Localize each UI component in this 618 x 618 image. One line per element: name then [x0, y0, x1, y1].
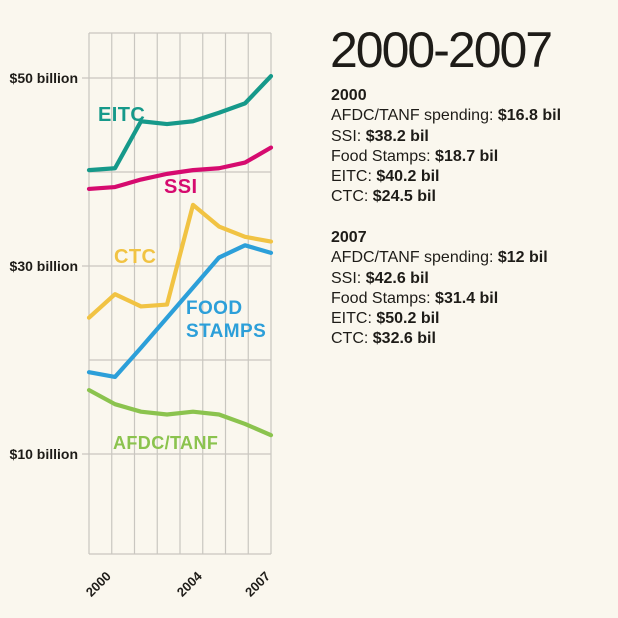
series-label-ctc: CTC — [114, 246, 156, 268]
series-label-food-stamps: STAMPS — [186, 321, 266, 342]
year-header: 2000 — [331, 87, 367, 104]
y-axis-label: $30 billion — [10, 258, 78, 274]
spending-label: CTC: — [331, 188, 373, 206]
spending-row: CTC: $24.5 bil — [331, 187, 616, 207]
spending-value: $16.8 bil — [497, 107, 562, 125]
y-axis-labels: $50 billion $30 billion $10 billion — [10, 70, 78, 462]
spending-row: Food Stamps: $18.7 bil — [331, 147, 616, 167]
series-label-eitc: EITC — [98, 104, 145, 126]
series-label-afdc-tanf: AFDC/TANF — [113, 433, 218, 453]
spending-value: $31.4 bil — [435, 289, 499, 307]
spending-value: $40.2 bil — [376, 168, 440, 186]
spending-row: EITC: $40.2 bil — [331, 167, 616, 187]
x-axis-labels: 2000 2004 2007 — [83, 568, 273, 600]
chart-series — [86, 74, 274, 438]
spending-label: CTC: — [331, 330, 373, 348]
spending-value: $12 bil — [497, 249, 548, 267]
series-line-food-stamps — [86, 243, 274, 380]
spending-value: $18.7 bil — [435, 147, 499, 165]
spending-row: AFDC/TANF spending: $16.8 bil — [331, 106, 616, 126]
year-header: 2007 — [331, 229, 367, 246]
spending-label: Food Stamps: — [331, 147, 436, 165]
spending-row: Food Stamps: $31.4 bil — [331, 289, 616, 309]
spending-label: EITC: — [331, 310, 377, 328]
y-axis-label: $50 billion — [10, 70, 78, 86]
spending-value: $32.6 bil — [372, 330, 436, 348]
spending-row: SSI: $38.2 bil — [331, 127, 616, 147]
spending-row: AFDC/TANF spending: $12 bil — [331, 248, 616, 268]
spending-label: AFDC/TANF spending: — [331, 107, 498, 125]
spending-label: EITC: — [331, 168, 377, 186]
x-axis-label: 2004 — [174, 568, 206, 600]
spending-label: SSI: — [331, 269, 366, 287]
spending-value: $42.6 bil — [365, 269, 429, 287]
spending-value: $38.2 bil — [365, 127, 429, 145]
series-label-food-stamps: FOOD — [186, 298, 243, 319]
series-line-afdc-tanf — [86, 387, 274, 438]
series-label-ssi: SSI — [164, 176, 197, 198]
spending-label: AFDC/TANF spending: — [331, 249, 498, 267]
spending-row: EITC: $50.2 bil — [331, 309, 616, 329]
spending-label: Food Stamps: — [331, 289, 436, 307]
x-axis-label: 2000 — [83, 569, 114, 600]
spending-value: $24.5 bil — [372, 188, 436, 206]
spending-label: SSI: — [331, 127, 366, 145]
spending-value: $50.2 bil — [376, 310, 440, 328]
spending-row: CTC: $32.6 bil — [331, 329, 616, 349]
summary-2007: 2007 AFDC/TANF spending: $12 bil SSI: $42.… — [331, 228, 616, 350]
spending-row: SSI: $42.6 bil — [331, 269, 616, 289]
summary-2000: 2000 AFDC/TANF spending: $16.8 bil SSI: $3… — [331, 86, 616, 208]
series-line-ssi — [86, 145, 274, 192]
series-line-eitc — [86, 74, 274, 173]
y-axis-label: $10 billion — [10, 446, 78, 462]
x-axis-label: 2007 — [242, 569, 273, 600]
page-title: 2000-2007 — [330, 22, 553, 78]
series-line-ctc — [86, 202, 274, 320]
